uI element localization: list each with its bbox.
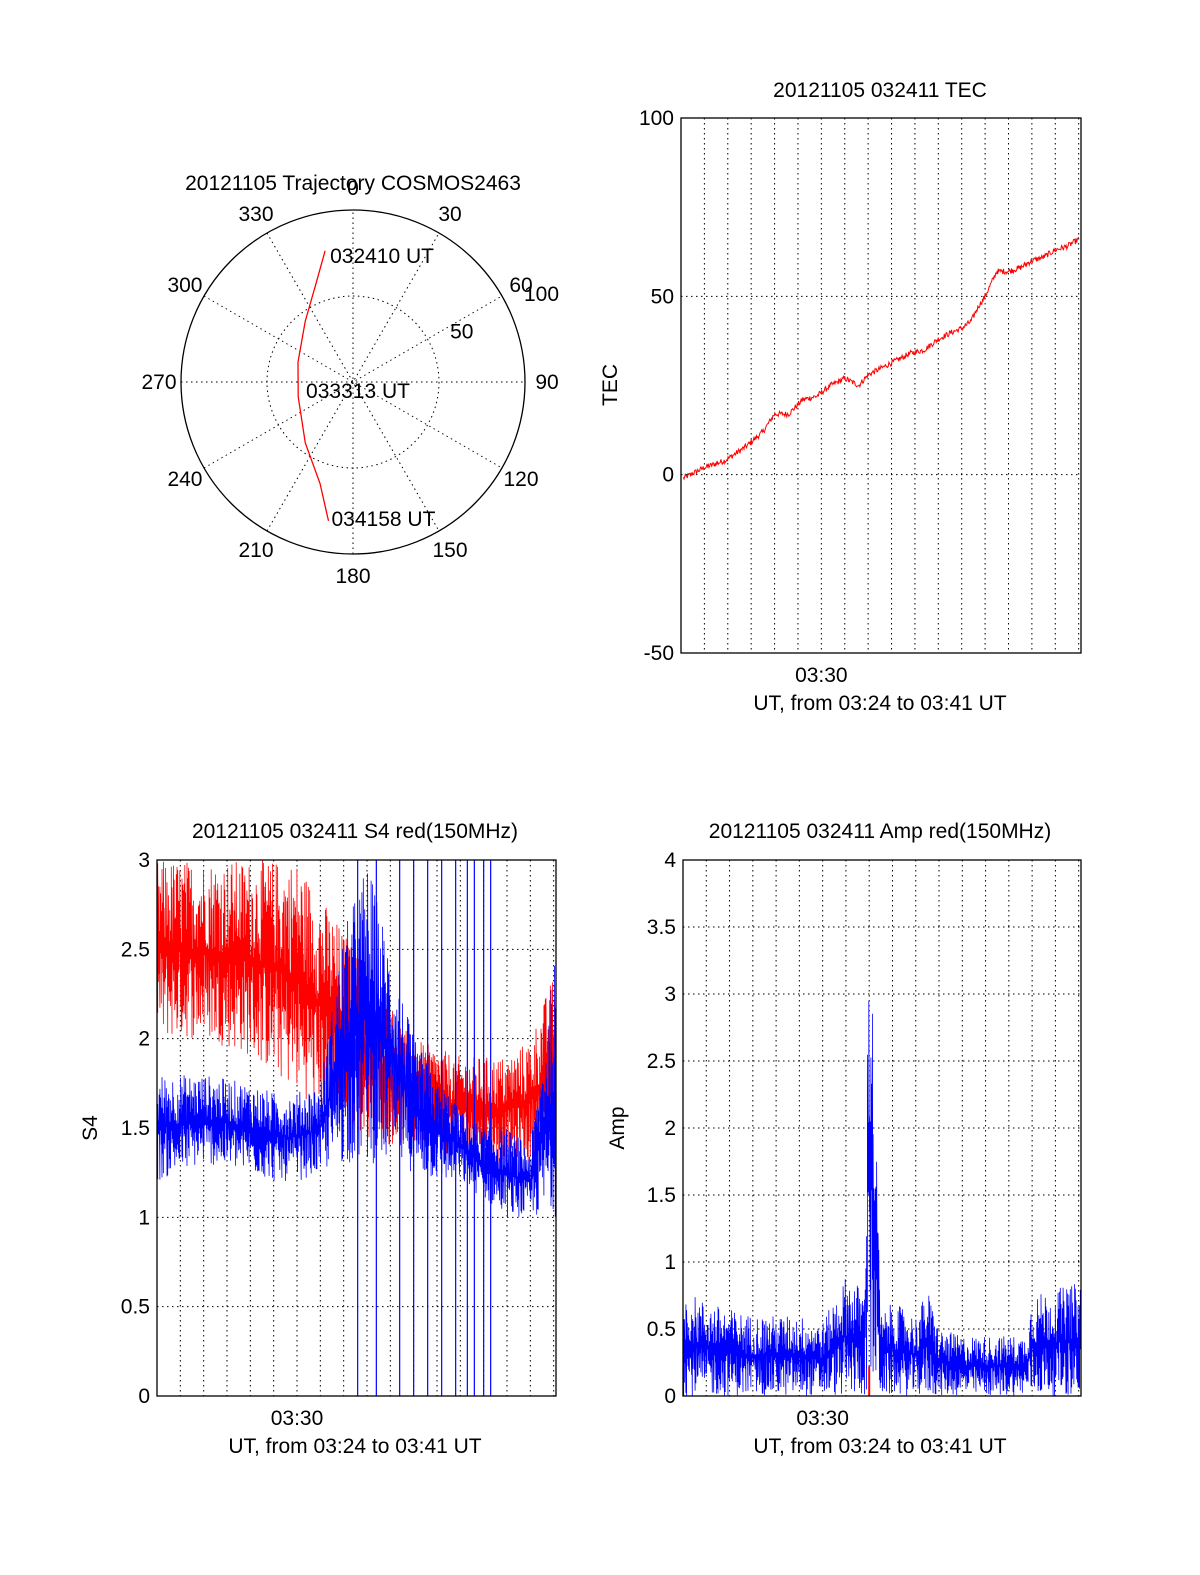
tec-title: 20121105 032411 TEC	[773, 79, 987, 102]
amp-panel: 20121105 032411 Amp red(150MHz) 0 0.5 1 1.5…	[606, 820, 1082, 1458]
amp-ytick: 1.5	[647, 1184, 676, 1207]
tec-ylabel: TEC	[599, 364, 622, 406]
s4-x-tick-labels: 03:30	[271, 1407, 324, 1430]
s4-ytick: 0.5	[121, 1296, 150, 1319]
amp-grid	[683, 860, 1081, 1396]
amp-series-0	[682, 1000, 1082, 1397]
amp-ytick: 2.5	[647, 1050, 676, 1073]
polar-radius-label: 100	[524, 283, 559, 306]
s4-ytick: 0	[138, 1385, 150, 1408]
polar-azimuth-label: 60	[509, 274, 532, 297]
polar-inner-circle	[266, 295, 440, 469]
trajectory-mid-label: 033313 UT	[306, 380, 410, 403]
amp-xlabel: UT, from 03:24 to 03:41 UT	[753, 1435, 1006, 1458]
s4-ytick: 2	[138, 1028, 150, 1051]
polar-azimuth-label: 150	[432, 539, 467, 562]
trajectory-end-label: 034158 UT	[332, 508, 436, 531]
trajectory-line	[297, 250, 330, 522]
polar-azimuth-label: 300	[167, 274, 202, 297]
trajectory-polar-panel: 20121105 Trajectory COSMOS2463 0 30 60 90 12…	[141, 172, 559, 588]
amp-title: 20121105 032411 Amp red(150MHz)	[709, 820, 1051, 843]
polar-radius-label: 50	[450, 320, 473, 343]
polar-azimuth-labels: 0 30 60 90 120 150 180 210 240 270 300 330	[141, 177, 558, 588]
amp-xtick: 03:30	[796, 1407, 849, 1430]
tec-x-tick-labels: 03:30	[795, 664, 848, 687]
amp-y-tick-labels: 0 0.5 1 1.5 2 2.5 3 3.5 4	[647, 849, 677, 1408]
amp-ytick: 0.5	[647, 1318, 676, 1341]
tec-series	[682, 236, 1080, 481]
amp-ytick: 4	[664, 849, 676, 872]
amp-ytick: 2	[664, 1117, 676, 1140]
tec-frame	[680, 117, 1082, 654]
s4-xtick: 03:30	[271, 1407, 324, 1430]
amp-series	[682, 1000, 1082, 1397]
amp-x-tick-labels: 03:30	[796, 1407, 849, 1430]
tec-xtick: 03:30	[795, 664, 848, 687]
s4-ytick: 1.5	[121, 1117, 150, 1140]
tec-series-0	[682, 236, 1080, 481]
trajectory-annotations: 032410 UT 033313 UT 034158 UT	[306, 245, 436, 531]
polar-azimuth-label: 240	[167, 468, 202, 491]
tec-xlabel: UT, from 03:24 to 03:41 UT	[753, 692, 1006, 715]
s4-series-1	[156, 873, 557, 1218]
tec-grid	[681, 118, 1081, 653]
amp-ytick: 3.5	[647, 916, 676, 939]
polar-azimuth-label: 120	[503, 468, 538, 491]
s4-title: 20121105 032411 S4 red(150MHz)	[192, 820, 518, 843]
polar-azimuth-label: 180	[335, 565, 370, 588]
polar-azimuth-label: 270	[141, 371, 176, 394]
tec-ytick: 0	[662, 464, 674, 487]
polar-azimuth-label: 210	[238, 539, 273, 562]
polar-title: 20121105 Trajectory COSMOS2463	[185, 172, 521, 195]
s4-xlabel: UT, from 03:24 to 03:41 UT	[228, 1435, 481, 1458]
tec-panel: 20121105 032411 TEC -50 0 50 100 03:30 UT, …	[599, 79, 1082, 715]
polar-azimuth-label: 90	[535, 371, 558, 394]
amp-ytick: 3	[664, 983, 676, 1006]
polar-radius-labels: 50 100	[450, 283, 559, 343]
polar-azimuth-label: 0	[347, 177, 359, 200]
polar-azimuth-label: 330	[238, 203, 273, 226]
tec-ytick: 100	[639, 107, 674, 130]
amp-frame	[682, 859, 1082, 1397]
s4-frame	[156, 859, 557, 1397]
s4-ylabel: S4	[79, 1115, 102, 1141]
polar-azimuth-label: 30	[438, 203, 461, 226]
tec-ytick: 50	[651, 285, 674, 308]
s4-ytick: 3	[138, 849, 150, 872]
amp-ytick: 0	[664, 1385, 676, 1408]
trajectory-start-label: 032410 UT	[330, 245, 434, 268]
s4-panel: 20121105 032411 S4 red(150MHz) 0 0.5 1 1.5 2…	[79, 820, 557, 1458]
tec-ytick: -50	[644, 642, 674, 665]
s4-ytick: 2.5	[121, 938, 150, 961]
amp-ytick: 1	[664, 1251, 676, 1274]
amp-ylabel: Amp	[606, 1106, 629, 1149]
s4-series	[156, 860, 557, 1396]
s4-ytick: 1	[138, 1206, 150, 1229]
s4-y-tick-labels: 0 0.5 1 1.5 2 2.5 3	[121, 849, 150, 1408]
tec-y-tick-labels: -50 0 50 100	[639, 107, 674, 665]
